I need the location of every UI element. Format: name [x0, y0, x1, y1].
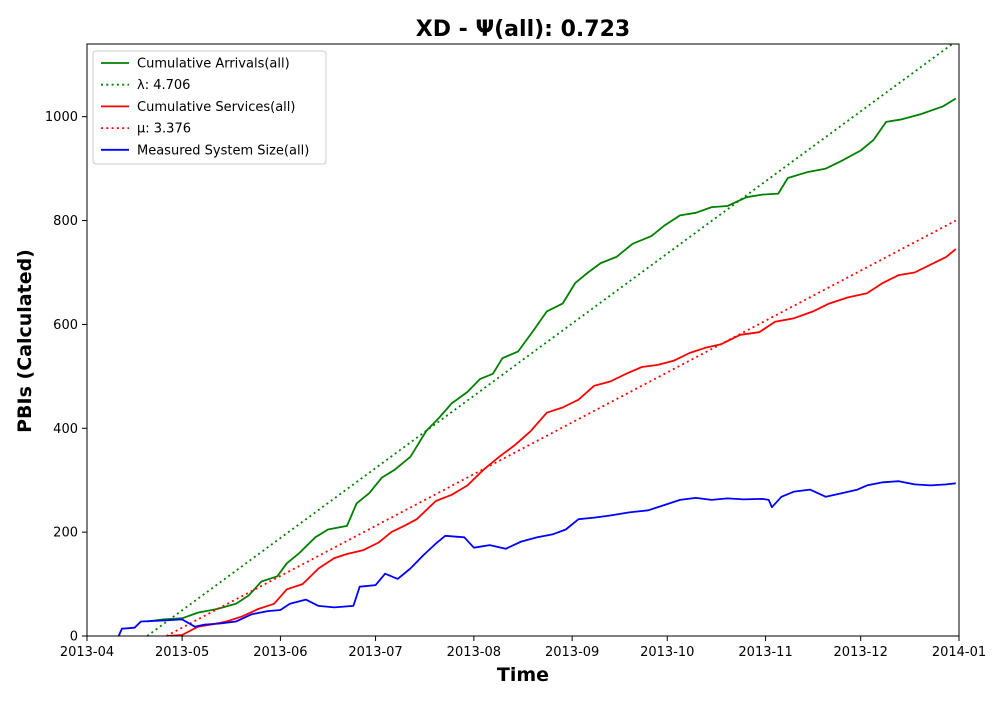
series-line-2	[166, 248, 957, 636]
y-tick-label: 200	[53, 526, 78, 541]
series-line-4	[117, 480, 956, 636]
chart-title: XD - Ψ(all): 0.723	[416, 17, 630, 42]
x-tick-label: 2013-08	[447, 645, 501, 660]
y-tick-label: 800	[53, 214, 78, 229]
series-line-3	[165, 219, 957, 636]
legend-label: μ: 3.376	[137, 122, 191, 137]
x-tick-label: 2013-04	[60, 645, 114, 660]
legend: Cumulative Arrivals(all) λ: 4.706 Cumulati…	[92, 50, 327, 165]
y-tick-label: 400	[53, 422, 78, 437]
y-tick-label: 0	[70, 630, 78, 645]
x-tick-label: 2013-09	[545, 645, 599, 660]
plot-area	[117, 44, 957, 636]
legend-label: Cumulative Arrivals(all)	[137, 57, 290, 72]
y-tick-label: 600	[53, 318, 78, 333]
x-tick-label: 2013-07	[348, 645, 402, 660]
x-tick-label: 2014-01	[932, 645, 986, 660]
legend-label: λ: 4.706	[137, 78, 190, 93]
series-line-0	[147, 97, 957, 623]
x-tick-label: 2013-12	[834, 645, 888, 660]
x-axis-label: Time	[497, 664, 549, 686]
x-tick-label: 2013-06	[253, 645, 307, 660]
x-tick-label: 2013-05	[155, 645, 209, 660]
legend-label: Measured System Size(all)	[137, 143, 309, 158]
legend-box	[92, 50, 327, 165]
axes-frame	[86, 43, 960, 637]
y-axis-label: PBIs (Calculated)	[14, 249, 36, 433]
x-tick-label: 2013-11	[738, 645, 792, 660]
x-tick-label: 2013-10	[640, 645, 694, 660]
axes: 2013-04 2013-05 2013-06 2013-07 2013-08 2013-…	[45, 43, 986, 660]
y-tick-label: 1000	[45, 110, 78, 125]
legend-label: Cumulative Services(all)	[137, 100, 295, 115]
